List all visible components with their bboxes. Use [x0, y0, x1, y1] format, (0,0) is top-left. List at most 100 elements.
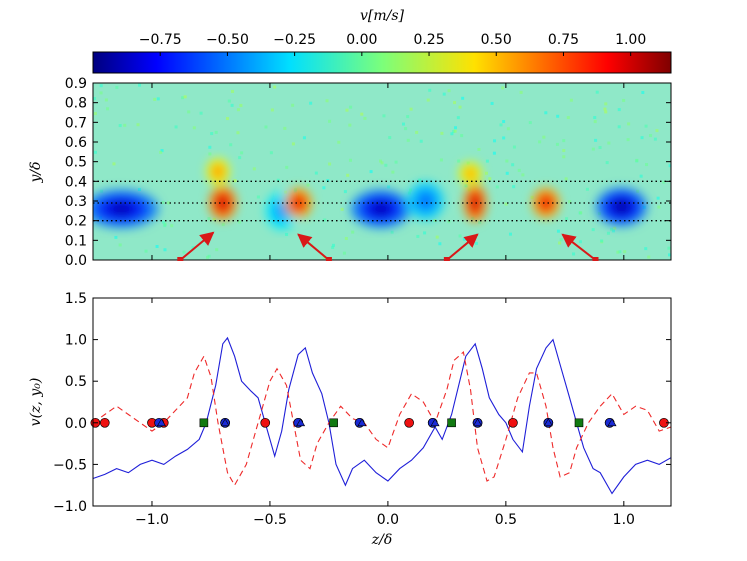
heatmap-speckle — [264, 125, 268, 129]
line-ytick-label: 0.0 — [65, 416, 87, 432]
heatmap-speckle — [439, 158, 443, 162]
heatmap-speckle — [212, 217, 216, 221]
heatmap-speckle — [118, 124, 122, 128]
heatmap-speckle — [323, 218, 327, 222]
green-square-marker — [574, 418, 584, 428]
heatmap-speckle — [542, 135, 546, 139]
heatmap-speckle — [502, 120, 506, 124]
heatmap-speckle — [653, 137, 657, 141]
heatmap-speckle — [322, 186, 326, 190]
red-circle-marker — [99, 417, 110, 428]
heatmap-speckle — [252, 167, 256, 171]
heatmap-speckle — [409, 107, 413, 111]
heatmap-speckle — [598, 145, 602, 149]
heatmap-speckle — [501, 86, 505, 90]
heatmap-speckle — [273, 85, 277, 89]
heatmap-ylabel: y/δ — [28, 161, 44, 183]
heatmap-speckle — [456, 116, 460, 120]
heatmap-speckle — [93, 150, 97, 154]
heatmap-speckle — [115, 85, 119, 89]
heatmap-speckle — [464, 184, 468, 188]
heatmap-speckle — [556, 229, 560, 233]
heatmap-speckle — [346, 173, 350, 177]
blue-triangle-marker — [473, 418, 483, 427]
heatmap-speckle — [595, 90, 599, 94]
heatmap-speckle — [238, 156, 242, 160]
heatmap-speckle — [360, 112, 364, 116]
heatmap-ytick-label: 0.4 — [65, 174, 87, 190]
heatmap-speckle — [512, 145, 516, 149]
heatmap-speckle — [309, 101, 313, 105]
heatmap-speckle — [566, 116, 570, 120]
heatmap-speckle — [544, 111, 548, 115]
heatmap-speckle — [640, 136, 644, 140]
line-ytick-label: 1.0 — [65, 333, 87, 349]
heatmap-blob — [294, 199, 302, 207]
heatmap-speckle — [415, 130, 419, 134]
heatmap-speckle — [123, 123, 127, 127]
heatmap-speckle — [594, 138, 598, 142]
heatmap-speckle — [283, 126, 287, 130]
heatmap-ytick-label: 0.2 — [65, 214, 87, 230]
heatmap-speckle — [530, 195, 534, 199]
heatmap-speckle — [326, 179, 330, 183]
line-ylabel: v(z, y₀) — [28, 378, 44, 427]
blue-triangle-marker — [543, 418, 553, 427]
heatmap-speckle — [314, 171, 318, 175]
heatmap-speckle — [348, 158, 352, 162]
heatmap-blob — [472, 198, 479, 208]
heatmap-speckle — [600, 239, 604, 243]
dashed-series-line — [92, 351, 672, 487]
colorbar-tick-label: −0.75 — [139, 32, 182, 48]
heatmap-speckle — [593, 120, 597, 124]
heatmap-speckle — [565, 217, 569, 221]
heatmap-speckle — [538, 140, 542, 144]
heatmap-speckle — [93, 112, 97, 116]
colorbar-gradient — [92, 51, 672, 74]
heatmap-speckle — [521, 173, 525, 177]
heatmap-speckle — [227, 99, 231, 103]
heatmap-speckle — [555, 142, 559, 146]
heatmap-speckle — [609, 227, 613, 231]
heatmap-speckle — [270, 108, 274, 112]
colorbar-title: v[m/s] — [360, 8, 405, 24]
heatmap-speckle — [562, 148, 566, 152]
heatmap-speckle — [269, 151, 273, 155]
heatmap-arrow-base — [177, 257, 184, 261]
heatmap-speckle — [93, 97, 97, 101]
heatmap-speckle — [391, 170, 395, 174]
heatmap-speckle — [645, 163, 649, 167]
heatmap-speckle — [477, 147, 481, 151]
blue-triangle-marker — [220, 418, 230, 427]
colorbar-tick-label: 0.75 — [548, 32, 579, 48]
heatmap-speckle — [155, 244, 159, 248]
heatmap-speckle — [325, 99, 329, 103]
heatmap-speckle — [192, 126, 196, 130]
heatmap-speckle — [505, 171, 509, 175]
heatmap-speckle — [426, 98, 430, 102]
heatmap-speckle — [181, 96, 185, 100]
heatmap-speckle — [618, 250, 622, 254]
green-square-marker — [447, 418, 456, 428]
heatmap-speckle — [492, 151, 496, 155]
colorbar-tick-label: 1.00 — [615, 32, 646, 48]
heatmap-speckle — [423, 231, 427, 235]
heatmap-speckle — [118, 243, 122, 247]
heatmap-ytick-label: 0.3 — [65, 194, 87, 210]
heatmap-speckle — [137, 187, 141, 191]
heatmap-speckle — [457, 159, 461, 163]
heatmap-speckle — [605, 161, 609, 165]
heatmap-speckle — [511, 163, 515, 167]
heatmap-speckle — [331, 243, 335, 247]
heatmap-speckle — [183, 95, 187, 99]
colorbar-tick-label: 0.25 — [413, 32, 444, 48]
heatmap-blob — [373, 203, 389, 214]
heatmap-blob — [542, 199, 550, 207]
line-xtick-label: 0.0 — [377, 512, 399, 528]
heatmap-panel: 0.0 0.1 0.2 0.3 0.4 0.5 0.6 0.7 0.8 0.9 y/δ — [28, 76, 672, 269]
heatmap-speckle — [233, 179, 237, 183]
heatmap-speckle — [627, 122, 631, 126]
heatmap-arrow — [446, 233, 479, 261]
heatmap-speckle — [206, 255, 210, 259]
